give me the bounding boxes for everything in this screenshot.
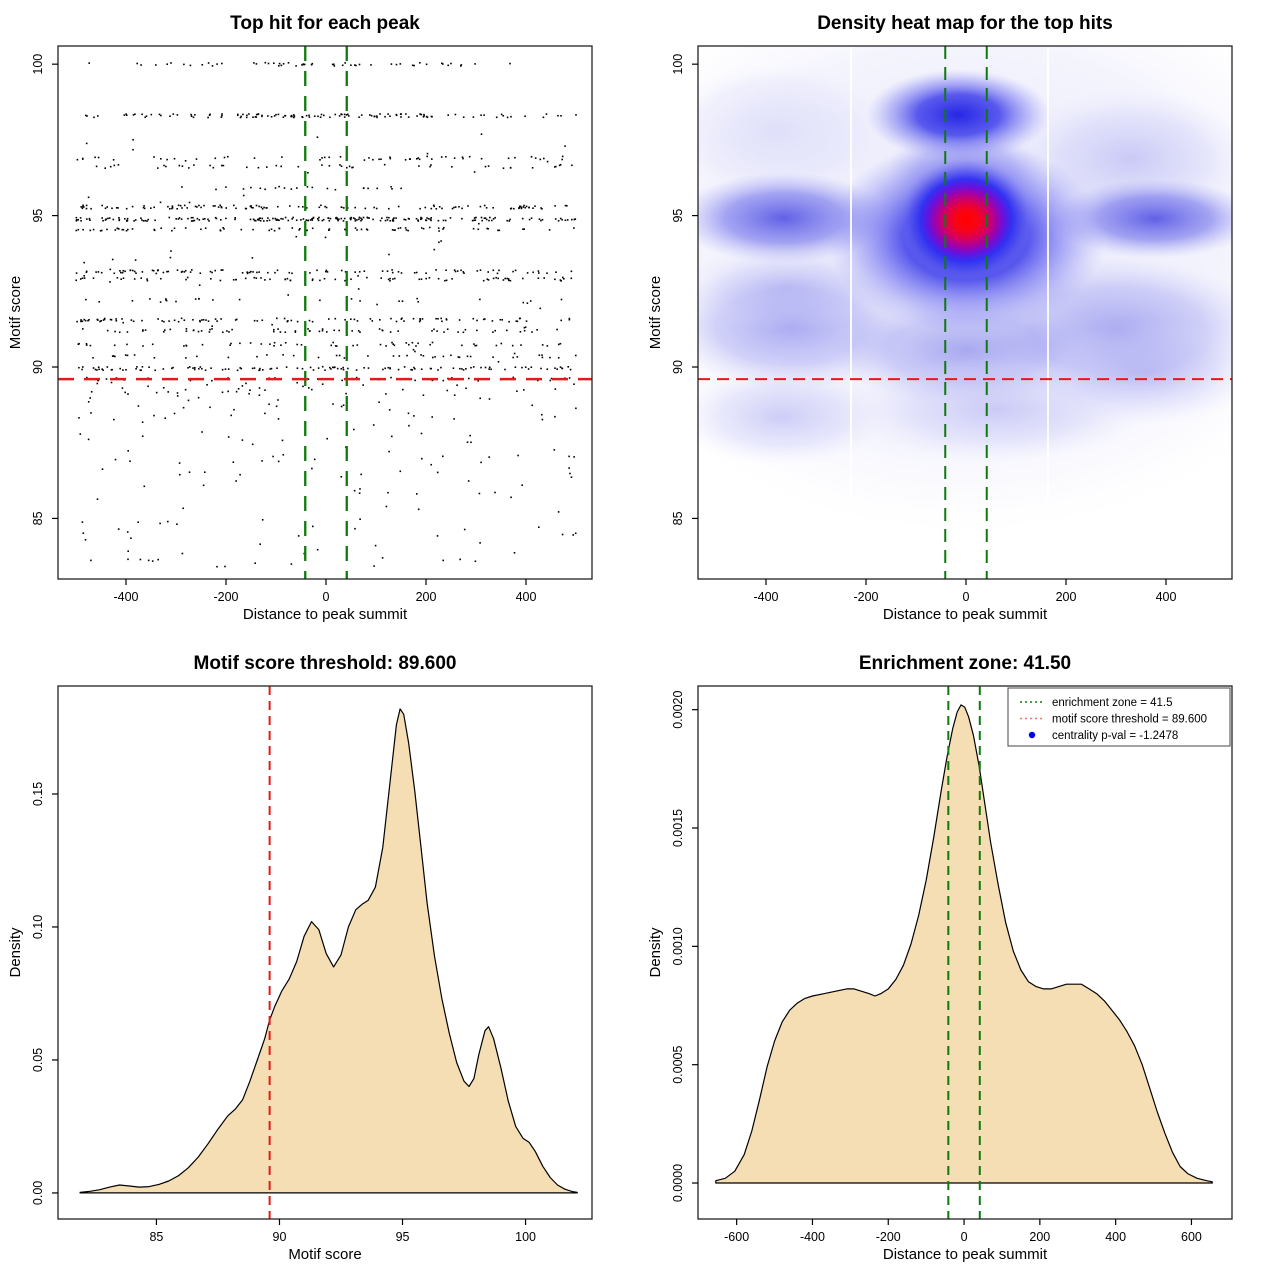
density-curve <box>715 704 1213 1184</box>
x-tick-label: 100 <box>515 1230 536 1244</box>
density-blob <box>698 368 886 466</box>
plot-box <box>697 685 1233 1220</box>
y-tick-label: 0.00 <box>31 1181 45 1205</box>
y-tick-label: 0.10 <box>31 915 45 939</box>
y-tick-label: 100 <box>671 54 685 75</box>
plot-box <box>697 45 1233 580</box>
heatmap-title: Density heat map for the top hits <box>817 13 1113 34</box>
axes: 85 90 95 100 0.00 0.05 0.10 0.15 <box>31 685 593 1244</box>
y-tick-label: 0.0015 <box>671 809 685 847</box>
plot-box <box>57 45 593 580</box>
score-density-title: Motif score threshold: 89.600 <box>193 653 457 674</box>
plot-legend: enrichment zone = 41.5 motif score thresh… <box>1007 687 1231 747</box>
scatter-points-layer <box>75 61 577 568</box>
x-tick-label: -200 <box>876 1230 901 1244</box>
distance-density-plot-canvas: -600 -400 -200 0 200 400 600 0.0000 0.0005 0.0010… <box>671 685 1233 1244</box>
x-tick-label: 90 <box>273 1230 287 1244</box>
y-tick-label: 0.15 <box>31 782 45 806</box>
x-tick-label: 95 <box>396 1230 410 1244</box>
x-tick-label: -400 <box>113 590 138 604</box>
x-tick-label: 85 <box>149 1230 163 1244</box>
score-density-y-axis-label: Density <box>7 927 24 978</box>
scatter-plot-canvas: -400 -200 0 200 400 85 90 95 100 <box>31 45 593 604</box>
x-tick-label: 0 <box>963 590 970 604</box>
y-tick-label: 0.0010 <box>671 927 685 965</box>
y-tick-label: 100 <box>31 54 45 75</box>
x-tick-label: -200 <box>853 590 878 604</box>
y-tick-label: 95 <box>31 209 45 223</box>
plot-box <box>57 685 593 1220</box>
legend-item-label: enrichment zone = 41.5 <box>1052 697 1173 709</box>
panel-top-hits-scatter: -400 -200 0 200 400 85 90 95 100 Top hit for eac… <box>0 0 640 640</box>
scatter-y-axis-label: Motif score <box>7 275 24 350</box>
y-tick-label: 85 <box>671 511 685 525</box>
panel-density-heatmap: -400 -200 0 200 400 85 90 95 100 Density heat ma… <box>640 0 1280 640</box>
y-tick-label: 0.05 <box>31 1048 45 1072</box>
x-tick-label: -600 <box>724 1230 749 1244</box>
y-tick-label: 90 <box>31 360 45 374</box>
x-tick-label: 200 <box>416 590 437 604</box>
y-tick-label: 0.0000 <box>671 1164 685 1202</box>
y-tick-label: 0.0005 <box>671 1046 685 1084</box>
axes: -400 -200 0 200 400 85 90 95 100 <box>31 45 593 604</box>
heatmap-x-axis-label: Distance to peak summit <box>882 606 1048 623</box>
x-tick-label: -200 <box>213 590 238 604</box>
heatmap-plot-canvas: -400 -200 0 200 400 85 90 95 100 <box>671 45 1233 604</box>
density-curve <box>79 708 578 1194</box>
axes: -400 -200 0 200 400 85 90 95 100 <box>671 45 1233 604</box>
legend-dot-icon <box>1028 731 1036 739</box>
y-tick-label: 0.0020 <box>671 691 685 729</box>
x-tick-label: -400 <box>753 590 778 604</box>
distance-density-x-axis-label: Distance to peak summit <box>882 1246 1048 1263</box>
distance-density-title: Enrichment zone: 41.50 <box>858 653 1072 674</box>
distance-density-y-axis-label: Density <box>647 927 664 978</box>
score-density-x-axis-label: Motif score <box>288 1246 362 1263</box>
score-density-plot-canvas: 85 90 95 100 0.00 0.05 0.10 0.15 <box>31 685 593 1244</box>
x-tick-label: 400 <box>1105 1230 1126 1244</box>
legend-item-label: motif score threshold = 89.600 <box>1052 714 1207 726</box>
y-tick-label: 90 <box>671 360 685 374</box>
scatter-title: Top hit for each peak <box>230 13 420 34</box>
x-tick-label: 0 <box>323 590 330 604</box>
y-tick-label: 85 <box>31 511 45 525</box>
axes: -600 -400 -200 0 200 400 600 0.0000 0.0005 0.0010… <box>671 685 1233 1244</box>
panel-motif-score-density: 85 90 95 100 0.00 0.05 0.10 0.15 Motif score th… <box>0 640 640 1280</box>
legend-item-label: centrality p-val = -1.2478 <box>1052 730 1178 742</box>
x-tick-label: 400 <box>516 590 537 604</box>
density-blob <box>866 69 1051 161</box>
x-tick-label: 200 <box>1029 1230 1050 1244</box>
legend-box <box>1007 687 1231 747</box>
density-blob <box>698 61 891 201</box>
x-tick-label: 400 <box>1156 590 1177 604</box>
x-tick-label: -400 <box>800 1230 825 1244</box>
panel-distance-density: -600 -400 -200 0 200 400 600 0.0000 0.0005 0.0010… <box>640 640 1280 1280</box>
heatmap-y-axis-label: Motif score <box>647 275 664 350</box>
x-tick-label: 600 <box>1181 1230 1202 1244</box>
scatter-x-axis-label: Distance to peak summit <box>242 606 408 623</box>
density-blob <box>1031 321 1232 425</box>
heatmap-density-layer <box>698 46 1232 579</box>
x-tick-label: 0 <box>961 1230 968 1244</box>
x-tick-label: 200 <box>1056 590 1077 604</box>
density-blob <box>898 159 1034 281</box>
y-tick-label: 95 <box>671 209 685 223</box>
